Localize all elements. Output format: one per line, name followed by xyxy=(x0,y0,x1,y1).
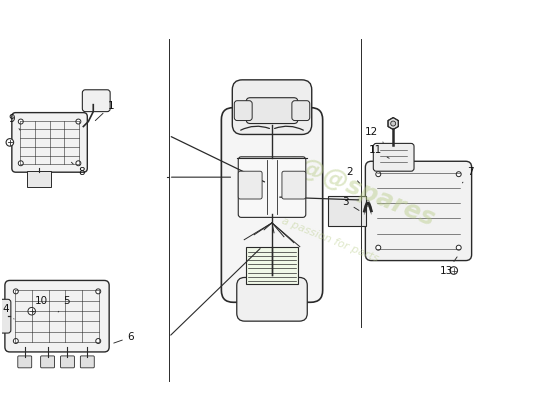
Text: 8: 8 xyxy=(72,162,85,177)
Circle shape xyxy=(390,121,395,126)
FancyBboxPatch shape xyxy=(246,98,298,124)
Circle shape xyxy=(28,308,36,315)
Text: 6: 6 xyxy=(114,332,134,343)
Text: 3: 3 xyxy=(342,197,359,210)
Text: 4: 4 xyxy=(3,304,14,319)
Text: 11: 11 xyxy=(368,145,389,158)
FancyBboxPatch shape xyxy=(232,80,312,134)
Text: 12: 12 xyxy=(365,128,383,142)
Text: 5: 5 xyxy=(58,296,70,312)
Bar xyxy=(246,247,298,284)
Circle shape xyxy=(456,172,461,177)
FancyBboxPatch shape xyxy=(328,196,366,226)
FancyBboxPatch shape xyxy=(80,356,94,368)
Text: 10: 10 xyxy=(34,296,48,312)
Circle shape xyxy=(376,172,381,177)
FancyBboxPatch shape xyxy=(12,113,87,172)
FancyBboxPatch shape xyxy=(5,280,109,352)
FancyBboxPatch shape xyxy=(27,171,51,187)
Circle shape xyxy=(13,338,18,344)
Text: 7: 7 xyxy=(463,167,474,183)
Circle shape xyxy=(450,267,458,274)
Text: a passion for parts: a passion for parts xyxy=(279,216,379,264)
FancyBboxPatch shape xyxy=(238,157,306,217)
FancyBboxPatch shape xyxy=(221,108,323,302)
Circle shape xyxy=(76,161,81,166)
Circle shape xyxy=(13,289,18,294)
FancyBboxPatch shape xyxy=(365,161,472,260)
Polygon shape xyxy=(388,118,398,130)
FancyBboxPatch shape xyxy=(234,101,252,120)
FancyBboxPatch shape xyxy=(0,299,11,333)
FancyBboxPatch shape xyxy=(238,171,262,199)
FancyBboxPatch shape xyxy=(282,171,306,199)
Text: 1: 1 xyxy=(95,101,114,121)
Circle shape xyxy=(456,245,461,250)
Text: 2: 2 xyxy=(346,167,360,183)
Circle shape xyxy=(18,161,23,166)
Circle shape xyxy=(376,245,381,250)
Circle shape xyxy=(96,338,101,344)
Circle shape xyxy=(76,119,81,124)
FancyBboxPatch shape xyxy=(292,101,310,120)
FancyBboxPatch shape xyxy=(18,356,32,368)
FancyBboxPatch shape xyxy=(236,278,307,321)
Text: 9: 9 xyxy=(9,114,20,130)
Text: 13: 13 xyxy=(440,257,457,276)
Circle shape xyxy=(18,119,23,124)
Circle shape xyxy=(6,139,14,146)
FancyBboxPatch shape xyxy=(41,356,54,368)
Text: e@@spares: e@@spares xyxy=(280,149,438,231)
FancyBboxPatch shape xyxy=(373,143,414,171)
Circle shape xyxy=(96,289,101,294)
FancyBboxPatch shape xyxy=(60,356,74,368)
FancyBboxPatch shape xyxy=(82,90,110,112)
